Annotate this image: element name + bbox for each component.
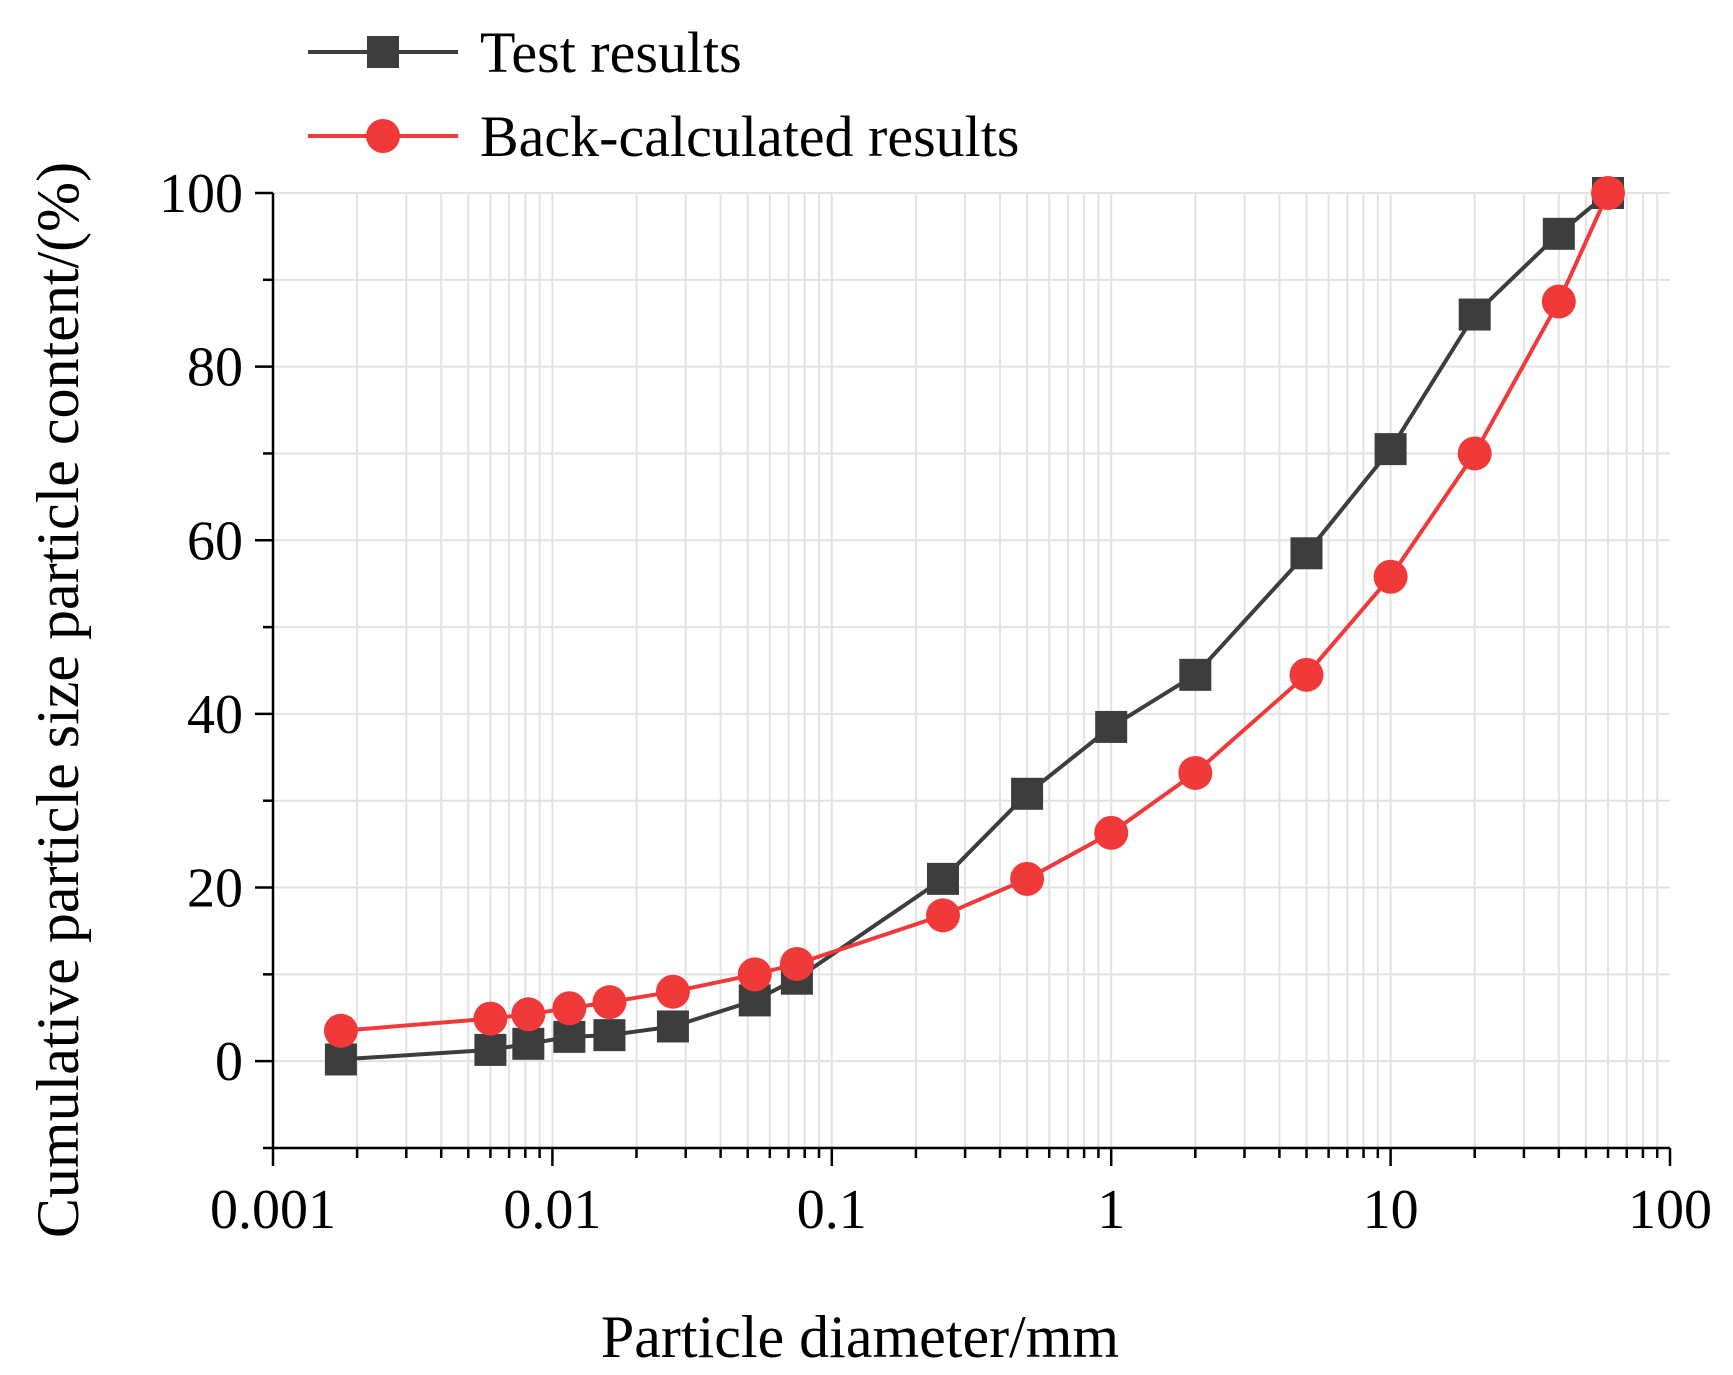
- data-point-circle: [1178, 755, 1213, 790]
- legend-marker-square: [367, 36, 399, 68]
- y-tick-label: 60: [187, 510, 243, 572]
- data-point-square: [1011, 777, 1044, 810]
- x-tick-label: 10: [1363, 1179, 1419, 1241]
- data-point-square: [593, 1019, 626, 1052]
- legend: Test results Back-calculated results: [308, 20, 1019, 169]
- x-tick-label: 100: [1628, 1179, 1712, 1241]
- y-tick-label: 80: [187, 337, 243, 399]
- data-point-square: [1542, 217, 1575, 250]
- data-point-square: [1095, 710, 1128, 743]
- data-point-square: [512, 1027, 545, 1060]
- data-point-circle: [1457, 436, 1492, 471]
- data-point-square: [553, 1020, 586, 1053]
- data-point-circle: [655, 974, 690, 1009]
- data-point-circle: [737, 957, 772, 992]
- x-tick-label: 0.001: [210, 1179, 336, 1241]
- data-point-circle: [779, 946, 814, 981]
- data-point-square: [474, 1033, 507, 1066]
- data-point-square: [1290, 537, 1323, 570]
- data-point-circle: [1094, 815, 1129, 850]
- data-point-circle: [473, 1001, 508, 1036]
- legend-marker-circle: [366, 119, 400, 153]
- y-tick-label: 100: [159, 163, 243, 225]
- x-tick-label: 0.01: [503, 1179, 601, 1241]
- legend-label: Back-calculated results: [480, 104, 1019, 169]
- data-point-circle: [592, 985, 627, 1020]
- data-point-circle: [323, 1013, 358, 1048]
- series-group: [323, 176, 1626, 1076]
- y-tick-label: 40: [187, 684, 243, 746]
- series-line: [340, 192, 1610, 1033]
- data-point-square: [1179, 658, 1212, 691]
- data-point-circle: [1541, 284, 1576, 319]
- data-point-square: [1374, 433, 1407, 466]
- data-point-square: [656, 1010, 689, 1043]
- legend-label: Test results: [480, 20, 742, 85]
- data-point-square: [926, 862, 959, 895]
- x-tick-label: 1: [1097, 1179, 1125, 1241]
- y-tick-label: 20: [187, 858, 243, 920]
- y-axis-title: Cumulative particle size particle conten…: [25, 162, 91, 1238]
- data-point-circle: [1591, 176, 1626, 210]
- x-axis-title: Particle diameter/mm: [601, 1304, 1119, 1370]
- data-point-circle: [925, 898, 960, 933]
- x-tick-label: 0.1: [797, 1179, 867, 1241]
- y-tick-label: 0: [215, 1031, 243, 1093]
- data-point-square: [1458, 298, 1491, 331]
- data-point-square: [324, 1043, 357, 1076]
- data-point-circle: [1373, 559, 1408, 594]
- data-point-circle: [1289, 657, 1324, 692]
- data-point-circle: [511, 997, 546, 1032]
- data-point-circle: [1010, 861, 1045, 896]
- axes: 0.001 0.01 0.1 1 10 100 0 20 40 60 80 100: [159, 163, 1712, 1241]
- data-point-circle: [552, 991, 587, 1026]
